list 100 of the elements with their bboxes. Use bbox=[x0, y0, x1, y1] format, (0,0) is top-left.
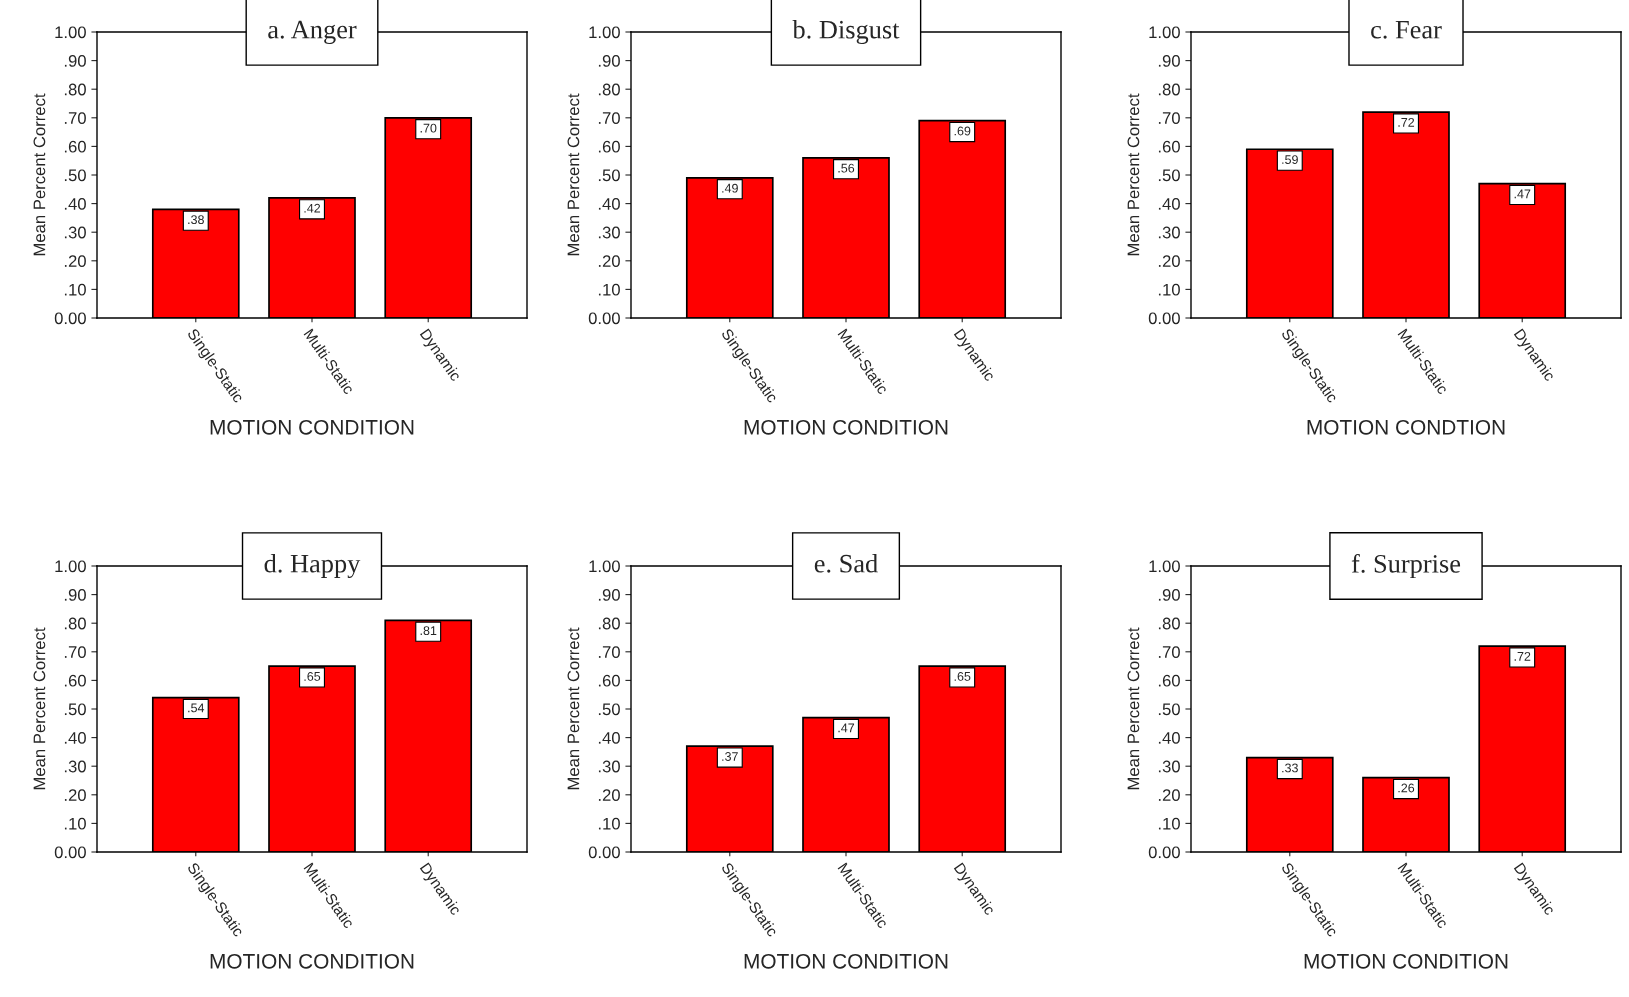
y-tick-label: .70 bbox=[64, 112, 86, 124]
y-tick-label: 1.00 bbox=[55, 560, 86, 573]
data-label: .49 bbox=[722, 183, 738, 193]
y-tick-label: .70 bbox=[1158, 646, 1180, 658]
y-tick-label: .60 bbox=[1158, 674, 1180, 687]
x-axis-title: MOTION CONDITION bbox=[210, 419, 414, 435]
data-label: .72 bbox=[1514, 651, 1531, 661]
x-axis-title: MOTION CONDTION bbox=[1307, 419, 1505, 435]
y-tick-label: .60 bbox=[64, 140, 86, 153]
y-tick-label: .10 bbox=[598, 283, 620, 296]
y-tick-label: .50 bbox=[1158, 169, 1180, 182]
y-tick-label: .30 bbox=[64, 226, 86, 239]
y-tick-label: .20 bbox=[1158, 255, 1180, 267]
y-axis-title: Mean Percent Correct bbox=[567, 627, 580, 790]
data-label: .42 bbox=[304, 203, 321, 213]
y-tick-label: .40 bbox=[1158, 732, 1180, 744]
y-tick-label: 1.00 bbox=[589, 26, 620, 39]
y-tick-label: .10 bbox=[64, 817, 86, 830]
y-tick-label: .60 bbox=[64, 674, 86, 687]
chart-title: e. Sad bbox=[814, 554, 878, 573]
y-tick-label: .10 bbox=[598, 817, 620, 830]
data-label: .54 bbox=[188, 703, 205, 713]
data-label: .59 bbox=[1282, 155, 1298, 164]
y-tick-label: .80 bbox=[1158, 617, 1180, 630]
chart-title: b. Disgust bbox=[792, 20, 900, 44]
y-tick-label: 1.00 bbox=[1149, 26, 1180, 39]
y-tick-label: 1.00 bbox=[589, 560, 620, 573]
y-tick-label: .30 bbox=[1158, 226, 1180, 239]
data-label: .69 bbox=[954, 126, 971, 136]
y-tick-label: 1.00 bbox=[1149, 560, 1180, 573]
data-label: .37 bbox=[722, 752, 738, 761]
data-label: .56 bbox=[838, 163, 855, 173]
y-tick-label: .50 bbox=[64, 169, 86, 182]
chart-title: a. Anger bbox=[268, 20, 357, 44]
data-label: .70 bbox=[420, 123, 437, 133]
y-tick-label: .10 bbox=[1158, 817, 1180, 830]
y-tick-label: .90 bbox=[598, 589, 620, 601]
data-label: .38 bbox=[188, 215, 204, 225]
y-tick-label: .30 bbox=[598, 226, 620, 239]
y-tick-label: .70 bbox=[598, 646, 620, 658]
y-tick-label: .90 bbox=[598, 55, 620, 67]
y-tick-label: 0.00 bbox=[54, 846, 86, 859]
y-tick-label: .10 bbox=[1158, 283, 1180, 296]
y-tick-label: .50 bbox=[1158, 703, 1180, 716]
data-label: .81 bbox=[420, 626, 437, 636]
data-label: .33 bbox=[1282, 763, 1298, 773]
y-tick-label: .60 bbox=[1158, 140, 1180, 153]
y-tick-label: .40 bbox=[64, 198, 86, 210]
chart-title: f. Surprise bbox=[1351, 553, 1461, 579]
y-tick-label: .40 bbox=[598, 198, 620, 210]
y-tick-label: .30 bbox=[64, 760, 86, 773]
y-tick-label: .50 bbox=[598, 703, 620, 716]
y-tick-label: .10 bbox=[64, 283, 86, 296]
data-label: .26 bbox=[1398, 783, 1415, 793]
y-tick-label: .60 bbox=[598, 674, 620, 687]
y-tick-label: .20 bbox=[598, 789, 620, 801]
y-tick-label: 0.00 bbox=[1148, 312, 1180, 325]
y-tick-label: .90 bbox=[64, 55, 86, 67]
y-tick-label: .70 bbox=[598, 112, 620, 124]
y-axis-title: Mean Percent Correct bbox=[1127, 93, 1140, 256]
data-label: .72 bbox=[1398, 117, 1415, 127]
y-tick-label: .70 bbox=[64, 646, 86, 658]
y-tick-label: .90 bbox=[1158, 589, 1180, 601]
y-tick-label: 0.00 bbox=[54, 312, 86, 325]
y-tick-label: .40 bbox=[1158, 198, 1180, 210]
x-axis-title: MOTION CONDITION bbox=[1304, 953, 1508, 969]
y-axis-title: Mean Percent Correct bbox=[1127, 627, 1140, 790]
chart-title: c. Fear bbox=[1371, 21, 1442, 39]
y-tick-label: 0.00 bbox=[588, 846, 620, 859]
y-tick-label: .40 bbox=[64, 732, 86, 744]
y-tick-label: .80 bbox=[64, 617, 86, 630]
x-axis-title: MOTION CONDITION bbox=[210, 953, 414, 969]
y-tick-label: .90 bbox=[64, 589, 86, 601]
y-tick-label: .50 bbox=[598, 169, 620, 182]
y-tick-label: .80 bbox=[1158, 83, 1180, 96]
y-tick-label: .20 bbox=[598, 255, 620, 267]
y-tick-label: .50 bbox=[64, 703, 86, 716]
y-tick-label: 0.00 bbox=[588, 312, 620, 325]
chart-title: d. Happy bbox=[264, 554, 361, 578]
y-tick-label: .20 bbox=[64, 255, 86, 267]
data-label: .65 bbox=[304, 671, 321, 681]
y-tick-label: .30 bbox=[598, 760, 620, 773]
y-tick-label: .80 bbox=[598, 617, 620, 630]
x-axis-title: MOTION CONDITION bbox=[744, 953, 948, 969]
y-tick-label: .90 bbox=[1158, 55, 1180, 67]
data-label: .65 bbox=[954, 671, 971, 681]
y-tick-label: 1.00 bbox=[55, 26, 86, 39]
data-label: .47 bbox=[838, 723, 855, 733]
y-tick-label: .80 bbox=[598, 83, 620, 96]
y-tick-label: .80 bbox=[64, 83, 86, 96]
y-tick-label: 0.00 bbox=[1148, 846, 1180, 859]
y-axis-title: Mean Percent Correct bbox=[567, 93, 580, 256]
y-tick-label: .70 bbox=[1158, 112, 1180, 124]
x-axis-title: MOTION CONDITION bbox=[744, 419, 948, 435]
y-axis-title: Mean Percent Correct bbox=[33, 627, 46, 790]
y-axis-title: Mean Percent Correct bbox=[33, 93, 46, 256]
y-tick-label: .30 bbox=[1158, 760, 1180, 773]
data-label: .47 bbox=[1514, 189, 1531, 199]
y-tick-label: .60 bbox=[598, 140, 620, 153]
y-tick-label: .20 bbox=[64, 789, 86, 801]
